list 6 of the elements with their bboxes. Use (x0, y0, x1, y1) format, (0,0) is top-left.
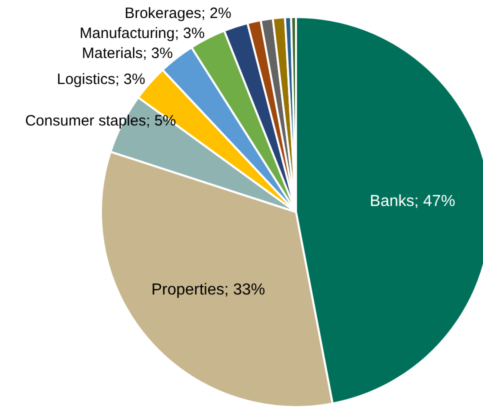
slice-label: Materials; 3% (82, 45, 173, 62)
slice-label: Properties; 33% (151, 281, 266, 298)
slice-label: Banks; 47% (370, 192, 456, 210)
slice-label: Manufacturing; 3% (80, 24, 205, 42)
slice-label: Brokerages; 2% (124, 4, 232, 22)
slice-label: Logistics; 3% (56, 71, 146, 88)
